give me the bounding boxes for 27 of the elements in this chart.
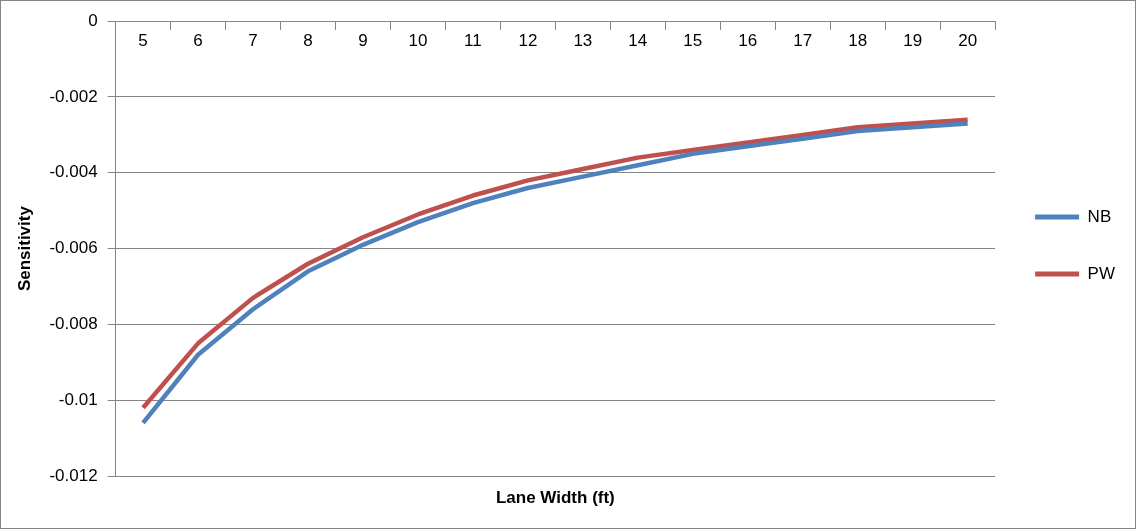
y-tick-label: -0.006 — [49, 238, 98, 258]
x-tick-label: 17 — [793, 31, 813, 51]
x-tick-label: 7 — [248, 31, 258, 51]
y-tick-label: -0.01 — [58, 389, 98, 409]
x-tick-label: 9 — [358, 31, 368, 51]
x-tick-label: 10 — [408, 31, 428, 51]
legend-label: PW — [1087, 263, 1116, 283]
x-axis-title: Lane Width (ft) — [495, 487, 615, 507]
x-tick-label: 12 — [518, 31, 538, 51]
y-tick-label: -0.012 — [49, 465, 98, 485]
x-tick-label: 11 — [464, 31, 482, 51]
x-tick-label: 15 — [683, 31, 703, 51]
x-tick-label: 13 — [573, 31, 593, 51]
x-tick-label: 8 — [303, 31, 313, 51]
legend-label: NB — [1087, 206, 1112, 226]
y-tick-label: -0.004 — [49, 162, 98, 182]
y-tick-label: -0.002 — [49, 86, 98, 106]
x-tick-label: 5 — [138, 31, 148, 51]
x-tick-label: 19 — [903, 31, 923, 51]
x-tick-label: 14 — [628, 31, 648, 51]
x-tick-label: 18 — [848, 31, 868, 51]
x-tick-label: 20 — [958, 31, 978, 51]
x-tick-label: 16 — [738, 31, 758, 51]
x-tick-label: 6 — [193, 31, 203, 51]
y-tick-label: 0 — [88, 10, 98, 30]
y-axis-title: Sensitivity — [14, 205, 34, 292]
y-tick-label: -0.008 — [49, 314, 98, 334]
